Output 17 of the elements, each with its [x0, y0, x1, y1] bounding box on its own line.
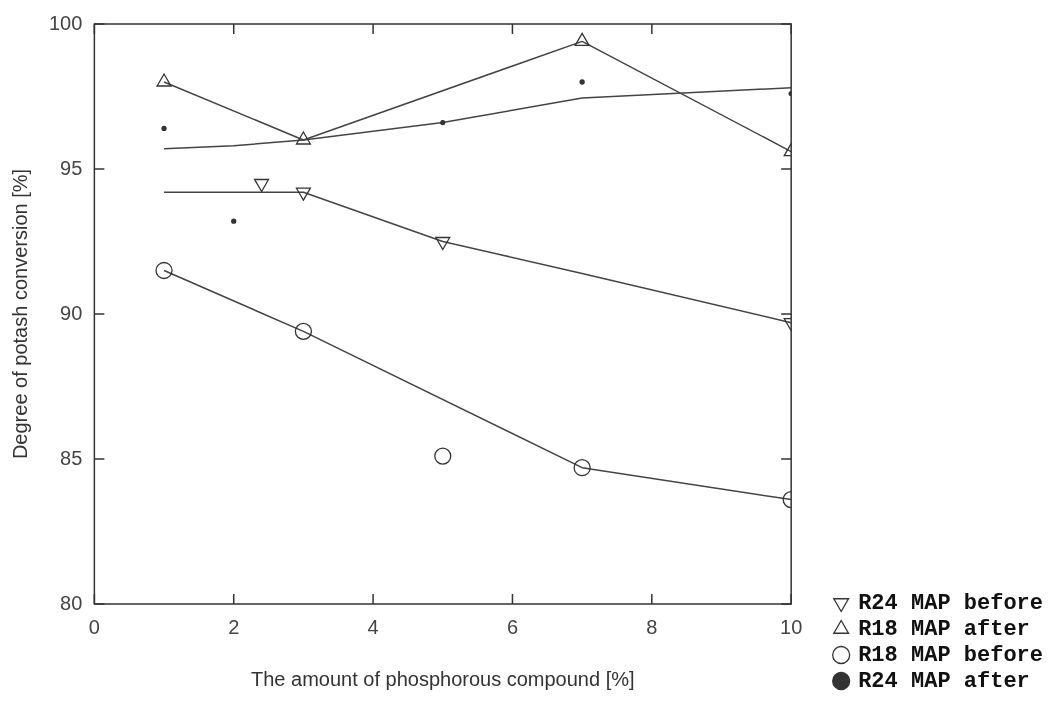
x-tick-label: 10 — [780, 615, 803, 638]
y-tick-label: 85 — [60, 446, 83, 469]
x-axis-title: The amount of phosphorous compound [%] — [250, 667, 635, 690]
y-axis-title: Degree of potash conversion [%] — [8, 168, 31, 460]
y-tick-label: 90 — [60, 301, 83, 324]
x-tick-label: 0 — [88, 615, 100, 638]
y-tick-label: 80 — [60, 591, 83, 614]
legend-label: R24 MAP after — [858, 668, 1030, 694]
y-tick-label: 100 — [48, 11, 83, 34]
x-tick-label: 4 — [367, 615, 379, 638]
legend-label: R24 MAP before — [858, 590, 1044, 616]
y-tick-label: 95 — [60, 156, 83, 179]
x-tick-label: 8 — [646, 615, 658, 638]
x-tick-label: 2 — [228, 615, 240, 638]
x-tick-label: 6 — [506, 615, 519, 638]
legend-label: R18 MAP before — [858, 642, 1044, 668]
legend-label: R18 MAP after — [858, 616, 1030, 642]
